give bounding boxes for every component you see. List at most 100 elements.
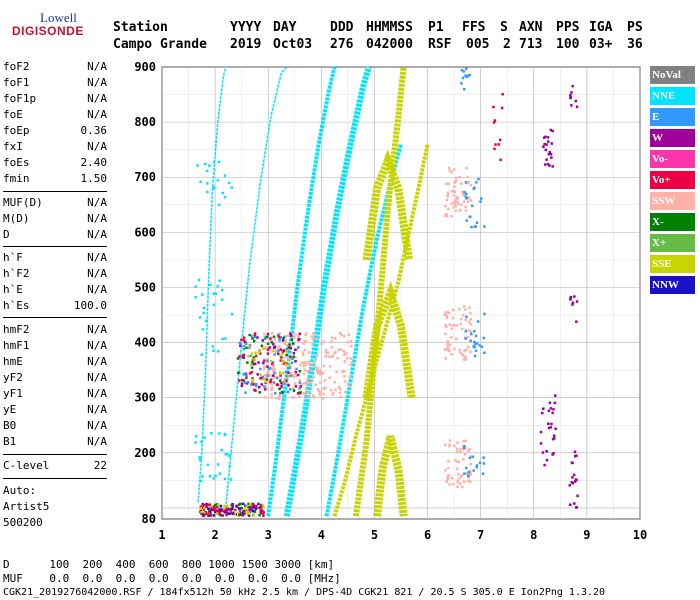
echo-point-w (257, 502, 260, 506)
echo-point-ssw (464, 355, 467, 359)
echo-point-e (267, 367, 270, 370)
echo-point-ssw (322, 364, 326, 368)
echo-point-x- (204, 511, 207, 514)
param-name: foEs (3, 156, 30, 169)
echo-point-ssw (283, 342, 287, 346)
echo-point-w (260, 383, 263, 386)
echo-point-w (544, 148, 547, 152)
echo-point-w (248, 508, 251, 512)
echo-point-w (551, 453, 554, 456)
echo-point-sse (281, 359, 284, 363)
echo-point-ssw (448, 349, 451, 353)
echo-point-nnw (241, 511, 245, 515)
echo-point-vo+ (213, 507, 216, 510)
echo-point-e (273, 371, 276, 375)
echo-point-w (545, 450, 548, 453)
echo-point-ssw (445, 214, 449, 218)
param-row: M(D) N/A (3, 212, 107, 228)
param-value: N/A (87, 76, 107, 89)
echo-point-ssw (290, 372, 293, 375)
echo-point-e (475, 181, 478, 184)
param-name: h`F (3, 251, 23, 264)
echo-point-w (547, 426, 551, 430)
echo-point-ssw (443, 348, 447, 351)
echo-point-ssw (469, 471, 472, 475)
echo-point-ssw (273, 338, 277, 341)
echo-point-ssw (314, 358, 318, 362)
echo-point-w (554, 427, 557, 430)
echo-point-ssw (468, 448, 471, 451)
echo-point-e (470, 225, 473, 229)
param-value: 100.0 (73, 299, 107, 312)
echo-point-vo+ (269, 380, 272, 384)
echo-point-ssw (454, 176, 458, 180)
param-value: N/A (87, 92, 107, 105)
echo-point-sse (281, 371, 285, 375)
echo-point-ssw (468, 196, 471, 200)
echo-point-ssw (322, 392, 325, 396)
echo-point-ssw (453, 347, 456, 351)
echo-point-e (465, 466, 468, 470)
echo-point-ssw (349, 339, 353, 343)
echo-point-sse (289, 364, 292, 368)
echo-point-ssw (446, 195, 450, 198)
echo-point-sse (199, 507, 203, 510)
echo-point-ssw (328, 376, 331, 380)
echo-point-vo+ (234, 508, 237, 512)
echo-point-ssw (464, 439, 467, 443)
param-value: 1.50 (80, 172, 108, 185)
echo-point-ssw (285, 366, 289, 369)
echo-point-sse (285, 350, 288, 353)
param-row: C-level 22 (3, 459, 107, 475)
echo-point-w (221, 514, 224, 517)
echo-point-e (474, 342, 477, 346)
echo-point-ssw (462, 448, 465, 451)
echo-point-w (238, 513, 241, 516)
echo-point-ssw (466, 479, 470, 482)
echo-point-e (474, 349, 478, 353)
echo-point-ssw (445, 348, 448, 351)
echo-point-e (474, 334, 478, 338)
param-separator (3, 191, 107, 192)
header-value: RSF (428, 37, 452, 52)
echo-point-e (259, 367, 262, 371)
echo-point-e (253, 335, 257, 339)
echo-point-ssw (468, 469, 472, 473)
echo-point-nne (210, 432, 213, 435)
echo-point-ssw (324, 349, 328, 352)
header-value: 03+ (589, 37, 613, 52)
echo-point-nne (204, 319, 208, 322)
echo-point-ssw (292, 395, 296, 399)
echo-point-ssw (448, 483, 451, 486)
header-label: PPS (556, 20, 580, 35)
echo-point-ssw (274, 350, 278, 354)
echo-point-vo+ (208, 503, 212, 506)
echo-trace-nne (283, 66, 372, 517)
legend-item: X- (650, 213, 695, 231)
echo-point-ssw (273, 376, 276, 379)
echo-point-ssw (330, 355, 333, 358)
echo-point-ssw (344, 390, 347, 394)
echo-point-vo+ (250, 371, 254, 374)
echo-point-nnw (251, 509, 254, 513)
echo-point-sse (243, 507, 247, 511)
echo-point-ssw (321, 371, 325, 375)
echo-point-ssw (445, 314, 449, 318)
echo-point-ssw (450, 336, 453, 339)
echo-point-vo+ (251, 377, 254, 380)
echo-point-ssw (452, 194, 456, 197)
echo-point-ssw (462, 440, 465, 443)
echo-point-ssw (469, 318, 473, 321)
echo-point-e (478, 344, 481, 347)
legend-item: NoVal (650, 66, 695, 84)
echo-point-nne (228, 464, 232, 468)
echo-point-vo+ (250, 505, 253, 509)
echo-point-ssw (456, 479, 460, 482)
echo-point-nnw (241, 502, 245, 506)
echo-point-e (460, 82, 463, 85)
echo-point-ssw (456, 197, 459, 201)
echo-point-ssw (322, 397, 325, 400)
echo-point-w (240, 382, 244, 385)
echo-point-ssw (285, 381, 288, 385)
footer-info: CGK21_2019276042000.RSF / 184fx512h 50 k… (3, 587, 606, 598)
